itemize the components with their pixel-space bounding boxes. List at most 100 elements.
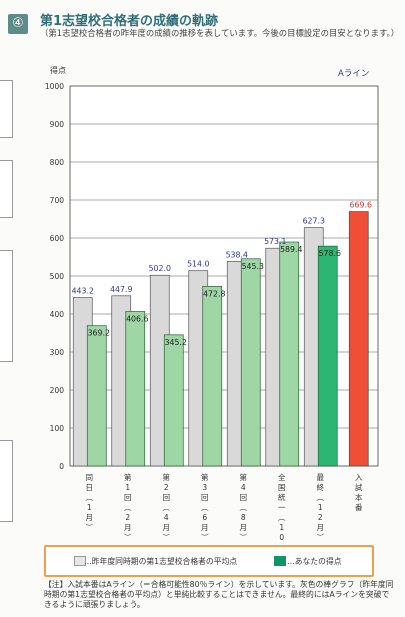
x-tick-label-char: ︵ — [240, 503, 248, 512]
x-tick-label-char: 終 — [317, 482, 325, 492]
x-tick-label-char: ︵ — [278, 513, 286, 522]
y-tick-label: 300 — [50, 348, 65, 357]
legend-label-average: …昨年度同時期の第1志望校合格者の平均点 — [84, 557, 238, 566]
x-tick-label-char: ︶ — [124, 532, 132, 540]
x-tick-label-char: ︶ — [317, 532, 325, 540]
x-tick-label-char: 第 — [201, 472, 209, 482]
x-tick-label-char: ︶ — [201, 532, 209, 540]
page-title: 第1志望校合格者の成績の軌跡 — [40, 14, 219, 29]
x-tick-label-char: 第 — [240, 472, 248, 482]
bar-yours — [86, 325, 107, 467]
x-tick-label-char: ︶ — [163, 532, 171, 540]
data-label-yours: 369.2 — [88, 329, 110, 338]
x-tick-label-char: 一 — [278, 503, 286, 512]
x-tick-label-char: 0 — [279, 533, 284, 540]
x-tick-label-char: 月 — [124, 523, 132, 532]
x-tick-label-char: 本 — [355, 492, 363, 502]
y-tick-label: 800 — [50, 158, 65, 167]
legend-swatch-average — [74, 556, 86, 566]
x-tick-label-char: 月 — [163, 523, 171, 532]
y-tick-label: 600 — [50, 234, 65, 243]
y-tick-label: 200 — [50, 386, 65, 395]
x-tick-label-char: 4 — [241, 483, 246, 492]
chart-legend: …昨年度同時期の第1志望校合格者の平均点 …あなたの得点 — [44, 545, 374, 577]
y-axis-label: 得点 — [50, 65, 66, 75]
x-tick-label-char: 同 — [86, 473, 94, 482]
side-box-4 — [0, 440, 13, 522]
score-bar-chart: 得点 Aライン 0 100 200 300 400 500 600 700 800 900 1000… — [45, 65, 379, 540]
x-tick-label-char: 第 — [163, 472, 171, 482]
x-tick-label-char: 1 — [125, 483, 130, 492]
x-tick-label-char: ︵ — [163, 503, 171, 512]
bar-yours — [125, 311, 146, 467]
data-label-yours: 669.6 — [350, 201, 372, 210]
x-tick-label-char: 日 — [86, 483, 94, 492]
y-tick-label: 1000 — [45, 82, 64, 91]
x-tick-label-char: ︵ — [124, 503, 132, 512]
data-label-average: 573.1 — [264, 237, 286, 246]
x-tick-label-char: 8 — [241, 513, 246, 522]
data-label-average: 627.3 — [303, 217, 325, 226]
data-label-yours: 578.6 — [319, 249, 341, 258]
x-tick-label-char: 月 — [201, 523, 209, 532]
x-tick-label-char: 回 — [240, 493, 248, 502]
legend-label-yours: …あなたの得点 — [287, 557, 342, 566]
x-tick-label-char: 全 — [278, 472, 286, 482]
data-label-average: 502.0 — [149, 264, 171, 273]
x-tick-label-char: 試 — [355, 482, 363, 492]
bar-yours — [348, 211, 369, 467]
data-label-yours: 545.3 — [242, 262, 264, 271]
footnote: 【注】入試本番はAライン（＝合格可能性80％ライン）を示しています。灰色の棒グラ… — [44, 580, 394, 609]
side-box-3 — [0, 250, 13, 362]
y-tick-label: 500 — [50, 272, 65, 281]
bar-yours — [240, 258, 261, 467]
bar-yours — [163, 334, 184, 467]
y-tick-label: 900 — [50, 120, 65, 129]
data-label-average: 443.2 — [72, 287, 94, 296]
section-number-badge: ④ — [8, 14, 28, 34]
data-label-average: 538.4 — [226, 250, 248, 259]
y-tick-label: 400 — [50, 310, 65, 319]
data-label-average: 514.0 — [187, 260, 209, 269]
x-tick-label-char: 2 — [164, 483, 169, 492]
data-label-yours: 345.2 — [165, 338, 187, 347]
x-tick-label-char: ︵ — [317, 493, 325, 502]
data-label-average: 447.9 — [110, 285, 132, 294]
legend-swatch-yours — [274, 556, 286, 566]
x-tick-label-char: 2 — [318, 513, 323, 522]
x-tick-label-char: 月 — [317, 523, 325, 532]
x-tick-label-char: 1 — [318, 503, 323, 512]
x-tick-label-char: ︶ — [240, 532, 248, 540]
x-tick-label-char: 6 — [202, 513, 207, 522]
x-tick-label-char: 回 — [201, 493, 209, 502]
x-tick-label-char: 入 — [355, 473, 363, 482]
x-tick-label-char: 月 — [86, 513, 94, 522]
x-tick-label-char: 3 — [202, 483, 207, 492]
x-tick-label-char: 統 — [278, 492, 286, 502]
y-tick-label: 100 — [50, 424, 65, 433]
x-tick-label-char: 1 — [87, 503, 92, 512]
bar-yours — [317, 245, 338, 467]
y-tick-label: 0 — [59, 462, 64, 471]
side-box-1 — [0, 80, 13, 138]
bar-yours — [202, 285, 223, 467]
x-tick-label-char: ︵ — [86, 493, 94, 502]
bar-yours — [279, 241, 300, 467]
x-tick-label-char: 1 — [279, 523, 284, 532]
x-tick-label-char: 国 — [278, 483, 286, 492]
x-tick-label-char: ︵ — [201, 503, 209, 512]
x-tick-label-char: 2 — [125, 513, 130, 522]
y-tick-label: 700 — [50, 196, 65, 205]
side-box-2 — [0, 160, 13, 218]
x-tick-label-char: 最 — [317, 473, 325, 482]
x-tick-label-char: ︶ — [86, 522, 94, 532]
x-tick-label-char: 月 — [240, 523, 248, 532]
x-tick-label-char: 回 — [163, 493, 171, 502]
x-tick-label-char: 回 — [124, 493, 132, 502]
a-line-label: Aライン — [338, 69, 369, 79]
x-tick-label-char: 第 — [124, 472, 132, 482]
x-tick-label-char: 番 — [355, 502, 363, 512]
data-label-yours: 589.4 — [280, 245, 302, 254]
data-label-yours: 406.6 — [126, 314, 148, 323]
data-label-yours: 472.8 — [203, 289, 225, 298]
